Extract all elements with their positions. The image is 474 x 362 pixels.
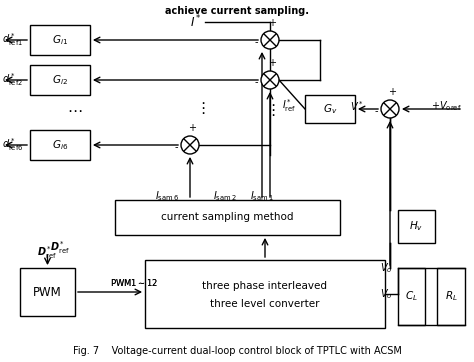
Circle shape: [261, 31, 279, 49]
Text: $I_{\rm sam\,6}$: $I_{\rm sam\,6}$: [155, 189, 179, 203]
Text: $R_L$: $R_L$: [445, 290, 457, 303]
Text: -: -: [255, 37, 258, 47]
Bar: [437, 268, 465, 325]
Text: achieve current sampling.: achieve current sampling.: [165, 6, 309, 16]
Bar: [20, 268, 75, 316]
Text: +: +: [268, 58, 276, 68]
Text: $\vdots$: $\vdots$: [195, 100, 205, 116]
Text: $d^*_{\rm ref6}$: $d^*_{\rm ref6}$: [2, 136, 24, 153]
Text: +: +: [188, 123, 196, 133]
Text: -: -: [255, 77, 258, 87]
Text: +: +: [268, 18, 276, 28]
Text: $+V_{\rm oref}$: $+V_{\rm oref}$: [431, 99, 462, 113]
Bar: [30, 25, 90, 55]
Text: $G_{v}$: $G_{v}$: [323, 102, 337, 116]
Text: $\boldsymbol{D}^*_{\rm ref}$: $\boldsymbol{D}^*_{\rm ref}$: [37, 245, 57, 261]
Text: $d^*_{\rm ref2}$: $d^*_{\rm ref2}$: [2, 72, 23, 88]
Text: current sampling method: current sampling method: [161, 212, 294, 223]
Text: $G_{i2}$: $G_{i2}$: [52, 73, 68, 87]
Text: $V_o$: $V_o$: [380, 261, 392, 275]
Text: $V_o$: $V_o$: [380, 287, 392, 301]
Text: $H_v$: $H_v$: [410, 220, 424, 233]
Circle shape: [381, 100, 399, 118]
Text: three level converter: three level converter: [210, 299, 320, 309]
Text: PWM: PWM: [33, 286, 62, 299]
Bar: [145, 260, 385, 328]
Text: $V^*$: $V^*$: [350, 99, 364, 113]
Text: $C_L$: $C_L$: [405, 290, 418, 303]
Bar: [30, 130, 90, 160]
Text: $I_{\rm sam\,2}$: $I_{\rm sam\,2}$: [213, 189, 237, 203]
Text: -: -: [374, 106, 378, 116]
Bar: [398, 210, 435, 243]
Text: $\vdots$: $\vdots$: [265, 102, 275, 118]
Text: $I_{\rm sam\,1}$: $I_{\rm sam\,1}$: [250, 189, 274, 203]
Text: $I^*$: $I^*$: [190, 14, 202, 30]
Text: +: +: [388, 87, 396, 97]
Text: -: -: [174, 142, 178, 152]
Text: $d^*_{\rm ref1}$: $d^*_{\rm ref1}$: [2, 31, 23, 49]
Text: $I^*_{\rm ref}$: $I^*_{\rm ref}$: [282, 98, 296, 114]
Circle shape: [181, 136, 199, 154]
Bar: [305, 95, 355, 123]
Bar: [398, 268, 425, 325]
Text: Fig. 7    Voltage-current dual-loop control block of TPTLC with ACSM: Fig. 7 Voltage-current dual-loop control…: [73, 346, 401, 356]
Text: $\cdots$: $\cdots$: [67, 102, 83, 118]
Circle shape: [261, 71, 279, 89]
Text: $\boldsymbol{D}^*_{\rm ref}$: $\boldsymbol{D}^*_{\rm ref}$: [51, 240, 70, 256]
Text: three phase interleaved: three phase interleaved: [202, 281, 328, 291]
Text: PWM1$\sim$12: PWM1$\sim$12: [110, 278, 158, 289]
Text: $G_{i6}$: $G_{i6}$: [52, 138, 68, 152]
Bar: [30, 65, 90, 95]
Text: $G_{i1}$: $G_{i1}$: [52, 33, 68, 47]
Bar: [115, 200, 340, 235]
Text: PWM1$\sim$12: PWM1$\sim$12: [110, 278, 158, 289]
